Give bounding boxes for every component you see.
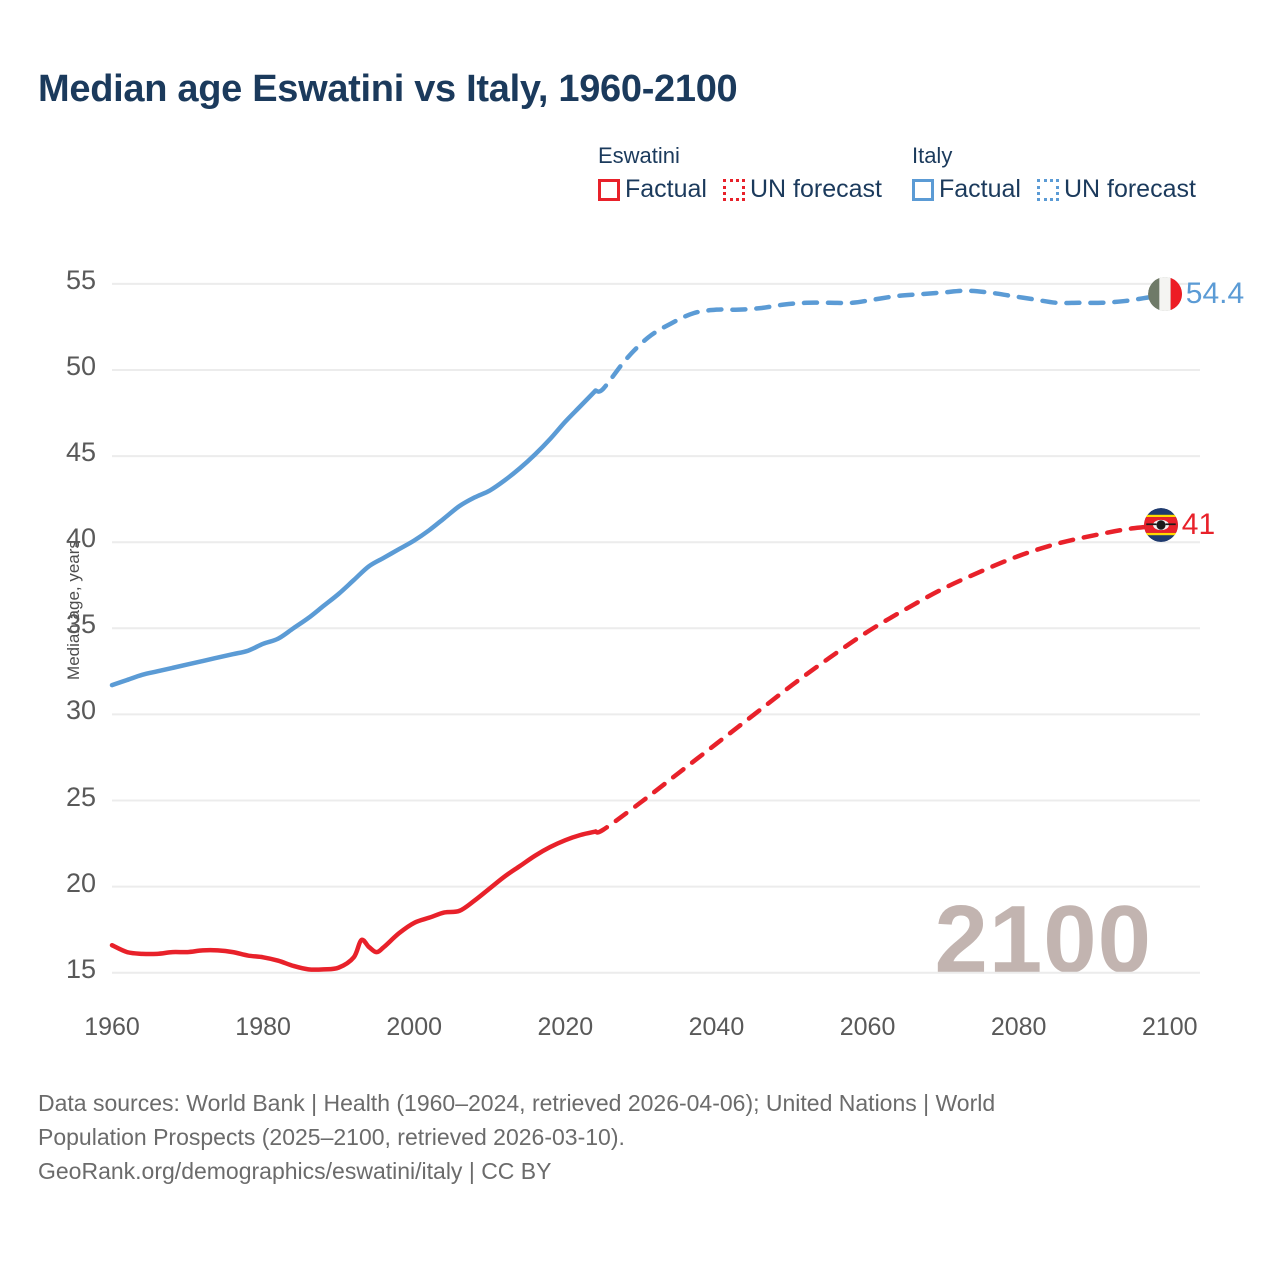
y-tick-label: 50 (65, 350, 96, 381)
legend-entries-italy: Factual UN forecast (911, 175, 1196, 204)
chart-legend: Eswatini Factual UN forecast Italy Factu… (598, 143, 1196, 204)
footer-line-3: GeoRank.org/demographics/eswatini/italy … (38, 1158, 552, 1184)
x-tick-label: 2000 (386, 1013, 443, 1041)
legend-label-italy-forecast: UN forecast (1063, 175, 1196, 203)
endpoint-value-italy: 54.4 (1185, 277, 1245, 311)
endpoint-label-eswatini: 41 (1143, 507, 1216, 542)
legend-item-italy-forecast[interactable]: UN forecast (1036, 175, 1196, 204)
series-line-eswatini-forecast (593, 522, 1173, 835)
legend-label-italy-factual: Factual (938, 175, 1021, 203)
italy-flag-icon (1147, 277, 1182, 312)
legend-label-eswatini-forecast: UN forecast (749, 175, 882, 203)
legend-group-title-italy: Italy (911, 143, 953, 168)
footer-sources: Data sources: World Bank | Health (1960–… (38, 1086, 1218, 1188)
legend-item-eswatini-factual[interactable]: Factual (598, 175, 707, 204)
chart-plot-svg (109, 282, 1200, 974)
y-tick-label: 20 (65, 867, 96, 898)
x-tick-label: 2040 (688, 1013, 745, 1041)
footer-line-1: Data sources: World Bank | Health (1960–… (38, 1090, 996, 1116)
plot-area: Median age, years 15 20 25 30 35 40 45 50 55 196… (64, 264, 1200, 1041)
endpoint-value-eswatini: 41 (1181, 507, 1216, 541)
series-line-italy-factual (109, 388, 598, 688)
y-tick-label: 35 (65, 609, 96, 640)
series-line-italy-forecast (593, 288, 1173, 394)
legend-label-eswatini-factual: Factual (625, 175, 707, 203)
watermark-year: 2100 (934, 886, 1152, 993)
dotted-square-outline-icon (1036, 178, 1059, 201)
x-tick-label: 2080 (990, 1013, 1047, 1041)
eswatini-flag-icon (1143, 507, 1178, 542)
x-tick-label: 2020 (537, 1013, 594, 1041)
legend-item-italy-factual[interactable]: Factual (911, 175, 1021, 204)
endpoint-label-italy: 54.4 (1147, 277, 1245, 312)
x-tick-label: 2060 (839, 1013, 896, 1041)
y-tick-label: 30 (65, 695, 96, 726)
series-line-eswatini-factual (109, 829, 598, 972)
legend-group-title-eswatini: Eswatini (598, 143, 680, 168)
footer-line-2: Population Prospects (2025–2100, retriev… (38, 1124, 625, 1150)
legend-entries-eswatini: Factual UN forecast (598, 175, 882, 204)
legend-group-italy: Italy Factual UN forecast (911, 143, 1196, 204)
solid-square-outline-icon (911, 178, 934, 201)
x-tick-label: 2100 (1141, 1013, 1198, 1041)
y-tick-label: 25 (65, 781, 96, 812)
x-tick-label: 1980 (235, 1013, 291, 1041)
page-title: Median age Eswatini vs Italy, 1960-2100 (38, 68, 738, 110)
y-tick-label: 55 (65, 264, 96, 295)
y-tick-label: 15 (65, 953, 96, 984)
solid-square-outline-icon (598, 178, 620, 201)
legend-group-eswatini: Eswatini Factual UN forecast (598, 143, 882, 204)
y-tick-label: 40 (65, 523, 96, 554)
y-tick-label: 45 (65, 437, 96, 468)
legend-item-eswatini-forecast[interactable]: UN forecast (722, 175, 882, 204)
x-tick-label: 1960 (84, 1013, 140, 1041)
dotted-square-outline-icon (722, 178, 745, 201)
